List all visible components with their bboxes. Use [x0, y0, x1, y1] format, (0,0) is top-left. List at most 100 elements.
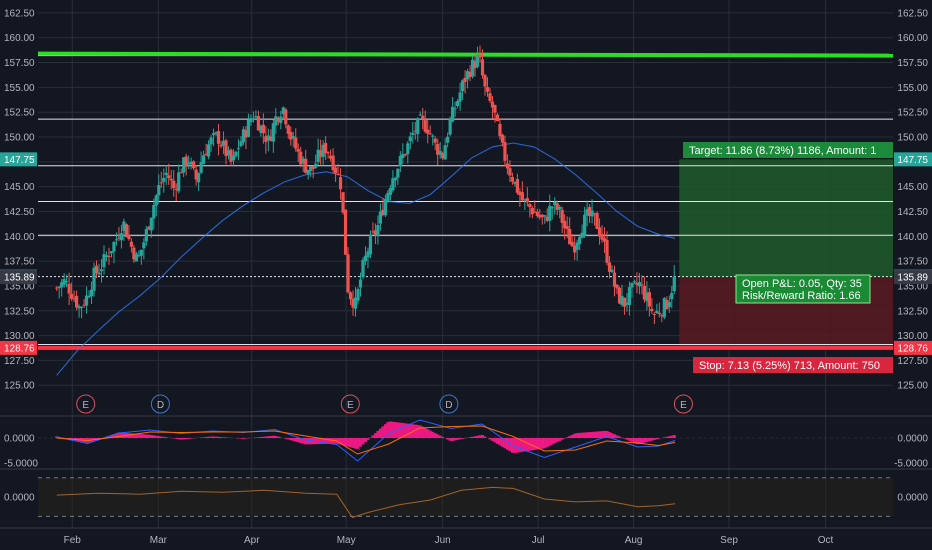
candle-body: [453, 108, 457, 110]
histogram-bar: [622, 438, 626, 439]
time-tick: Apr: [244, 535, 260, 546]
candle-body: [418, 114, 422, 116]
histogram-bar: [222, 437, 226, 438]
candle-body: [513, 181, 517, 184]
histogram-bar: [376, 430, 380, 438]
candle-body: [129, 241, 133, 247]
candle-body: [65, 281, 69, 283]
histogram-bar: [279, 437, 283, 438]
time-tick: Mar: [150, 535, 168, 546]
histogram-bar: [642, 438, 646, 443]
candle-body: [617, 287, 622, 304]
candle-body: [353, 297, 358, 309]
candle-body: [667, 301, 671, 307]
histogram-bar: [413, 424, 417, 438]
histogram-bar: [640, 438, 644, 444]
candle-body: [431, 135, 435, 137]
candle-body: [104, 255, 109, 257]
candle-body: [488, 93, 492, 101]
price-tick-right: 150.00: [897, 133, 928, 144]
candle-body: [57, 286, 61, 289]
price-tick-right: 162.50: [897, 8, 928, 19]
candle-body: [321, 144, 325, 157]
candle-body: [465, 71, 470, 80]
candle-body: [456, 101, 460, 107]
candle-body: [154, 195, 158, 206]
histogram-bar: [401, 423, 405, 438]
candle-body: [498, 123, 502, 137]
candle-body: [77, 306, 81, 309]
histogram-bar: [152, 435, 156, 438]
candle-body: [209, 137, 213, 145]
price-tick-left: 140.00: [4, 232, 35, 243]
histogram-bar: [391, 421, 395, 438]
macd-tick-right: 0.0000: [897, 434, 928, 445]
histogram-bar: [490, 438, 494, 441]
histogram-bar: [296, 438, 300, 443]
histogram-bar: [500, 438, 504, 447]
histogram-bar: [179, 438, 183, 440]
earnings-event-marker[interactable]: E: [340, 394, 360, 414]
price-tick-left: 157.50: [4, 58, 35, 69]
candle-body: [231, 155, 236, 161]
histogram-bar: [530, 438, 534, 451]
histogram-bar: [431, 431, 435, 438]
histogram-bar: [578, 432, 582, 438]
histogram-bar: [548, 438, 552, 446]
histogram-bar: [553, 438, 557, 444]
candle-body: [319, 150, 323, 157]
price-tag-left-box: [0, 340, 37, 355]
histogram-bar: [361, 438, 365, 445]
candle-body: [485, 86, 490, 92]
histogram-bar: [109, 434, 113, 438]
candle-body: [224, 140, 228, 157]
candle-body: [194, 169, 198, 180]
histogram-bar: [520, 438, 524, 452]
dividend-event-marker[interactable]: D: [150, 394, 170, 414]
dividend-event-marker[interactable]: D: [439, 394, 459, 414]
candle-body: [234, 151, 238, 157]
histogram-bar: [652, 438, 656, 440]
histogram-bar: [112, 434, 116, 438]
candle-body: [441, 153, 445, 159]
histogram-bar: [264, 436, 268, 438]
histogram-bar: [483, 436, 487, 438]
candle-body: [304, 158, 308, 173]
candle-body: [338, 177, 343, 190]
histogram-bar: [239, 438, 243, 439]
histogram-bar: [224, 437, 228, 438]
time-tick: Feb: [64, 535, 82, 546]
histogram-bar: [588, 432, 592, 438]
earnings-event-marker[interactable]: E: [76, 394, 96, 414]
candle-body: [296, 149, 300, 152]
price-tick-left: 142.50: [4, 207, 35, 218]
candle-body: [333, 167, 338, 174]
candle-body: [127, 235, 131, 240]
osc-band: [38, 477, 893, 517]
histogram-bar: [306, 438, 310, 445]
candle-body: [655, 310, 659, 314]
candle-body: [147, 226, 151, 230]
earnings-event-marker[interactable]: E: [673, 394, 693, 414]
histogram-bar: [378, 428, 382, 438]
candle-body: [164, 172, 168, 176]
price-tick-left: 137.50: [4, 257, 35, 268]
candle-body: [187, 162, 191, 165]
pnl-line-1: Open P&L: 0.05, Qty: 35: [742, 278, 862, 290]
time-tick: Aug: [625, 535, 643, 546]
histogram-bar: [291, 438, 295, 441]
candle-body: [463, 77, 467, 82]
histogram-bar: [573, 433, 577, 438]
price-tag-left: 128.76: [4, 343, 35, 354]
histogram-bar: [356, 438, 360, 449]
candle-body: [192, 161, 196, 169]
price-tick-left: 135.00: [4, 281, 35, 292]
histogram-bar: [363, 438, 367, 443]
candle-body: [473, 60, 477, 69]
candle-body: [525, 198, 529, 203]
candle-body: [102, 254, 106, 268]
candle-body: [470, 59, 475, 77]
histogram-bar: [406, 423, 410, 438]
